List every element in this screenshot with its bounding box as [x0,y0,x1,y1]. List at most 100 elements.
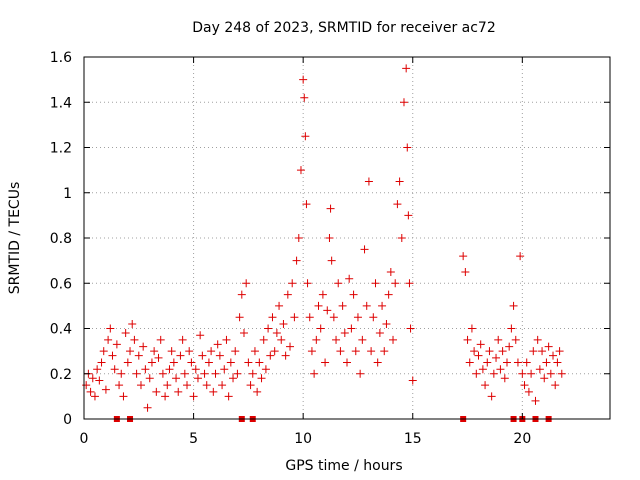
data-point [340,329,349,338]
data-point [294,234,303,242]
data-point [535,365,544,374]
data-point [239,329,248,338]
data-point [375,329,384,338]
data-point [402,64,411,73]
data-point [367,347,376,356]
data-point [198,351,207,360]
data-point [204,358,213,367]
data-point [136,381,145,390]
y-tick-label: 1.2 [50,141,72,157]
data-point [161,392,170,401]
data-point [314,301,323,310]
data-point [325,234,334,242]
data-point [248,369,257,378]
data-point [90,392,99,401]
data-point [112,340,121,349]
data-point [233,369,242,378]
data-point [327,256,336,265]
data-point [544,342,553,351]
data-point [93,365,102,374]
data-point [244,358,253,367]
data-point [218,381,227,390]
data-point [272,329,281,338]
data-point [86,387,95,396]
data-point [358,335,367,344]
data-point [172,374,181,383]
data-point [281,351,290,360]
data-point [246,381,255,390]
data-point [158,369,167,378]
y-tick-label: 0.8 [50,231,72,247]
data-point [292,256,301,265]
data-point [115,381,124,390]
y-tick-label: 0 [63,412,72,428]
data-point [300,93,309,102]
data-point [229,374,238,383]
data-point [169,358,178,367]
data-point [371,279,380,288]
data-point [191,365,200,374]
data-point [296,166,305,175]
data-point [487,392,496,401]
data-point [459,252,468,261]
data-point [132,369,141,378]
data-point [242,279,251,288]
data-point [364,177,373,186]
data-point [259,335,268,344]
x-tick-label: 20 [513,431,531,447]
data-point [362,301,371,310]
data-point [202,381,211,390]
data-point [470,347,479,356]
data-point [211,369,220,378]
data-point [237,290,246,299]
data-point [498,347,507,356]
data-point [231,347,240,356]
data-point [121,329,130,338]
data-point [163,381,172,390]
data-point [101,385,110,394]
data-point [507,324,516,333]
data-point [128,319,137,328]
data-point [404,211,413,220]
data-point [187,358,196,367]
data-point [403,143,412,152]
data-point [386,267,395,276]
data-point [382,319,391,328]
data-point [347,324,356,333]
data-point [147,358,156,367]
data-point [542,358,551,367]
x-tick-label: 5 [189,431,198,447]
data-point [360,245,369,254]
data-point [489,369,498,378]
data-point [540,374,549,383]
data-point [305,313,314,322]
data-point [154,353,163,362]
data-point [97,358,106,367]
data-point [183,381,192,390]
data-point [106,324,115,333]
data-point [483,358,492,367]
data-point [345,274,354,283]
data-point [185,347,194,356]
data-point [150,347,159,356]
x-axis-label: GPS time / hours [285,458,402,474]
data-point [224,392,233,401]
data-point [522,358,531,367]
data-point [145,374,154,383]
data-point [156,335,165,344]
data-point [215,351,224,360]
data-point [373,358,382,367]
data-point [141,365,150,374]
data-point [266,351,275,360]
y-tick-label: 0.6 [50,276,72,292]
data-point [485,347,494,356]
data-point [152,387,161,396]
data-point [405,279,414,288]
data-point [95,376,104,385]
data-point [275,301,284,310]
y-tick-label: 1 [63,186,72,202]
data-point [399,98,408,107]
data-point [235,313,244,322]
data-point [461,267,470,276]
